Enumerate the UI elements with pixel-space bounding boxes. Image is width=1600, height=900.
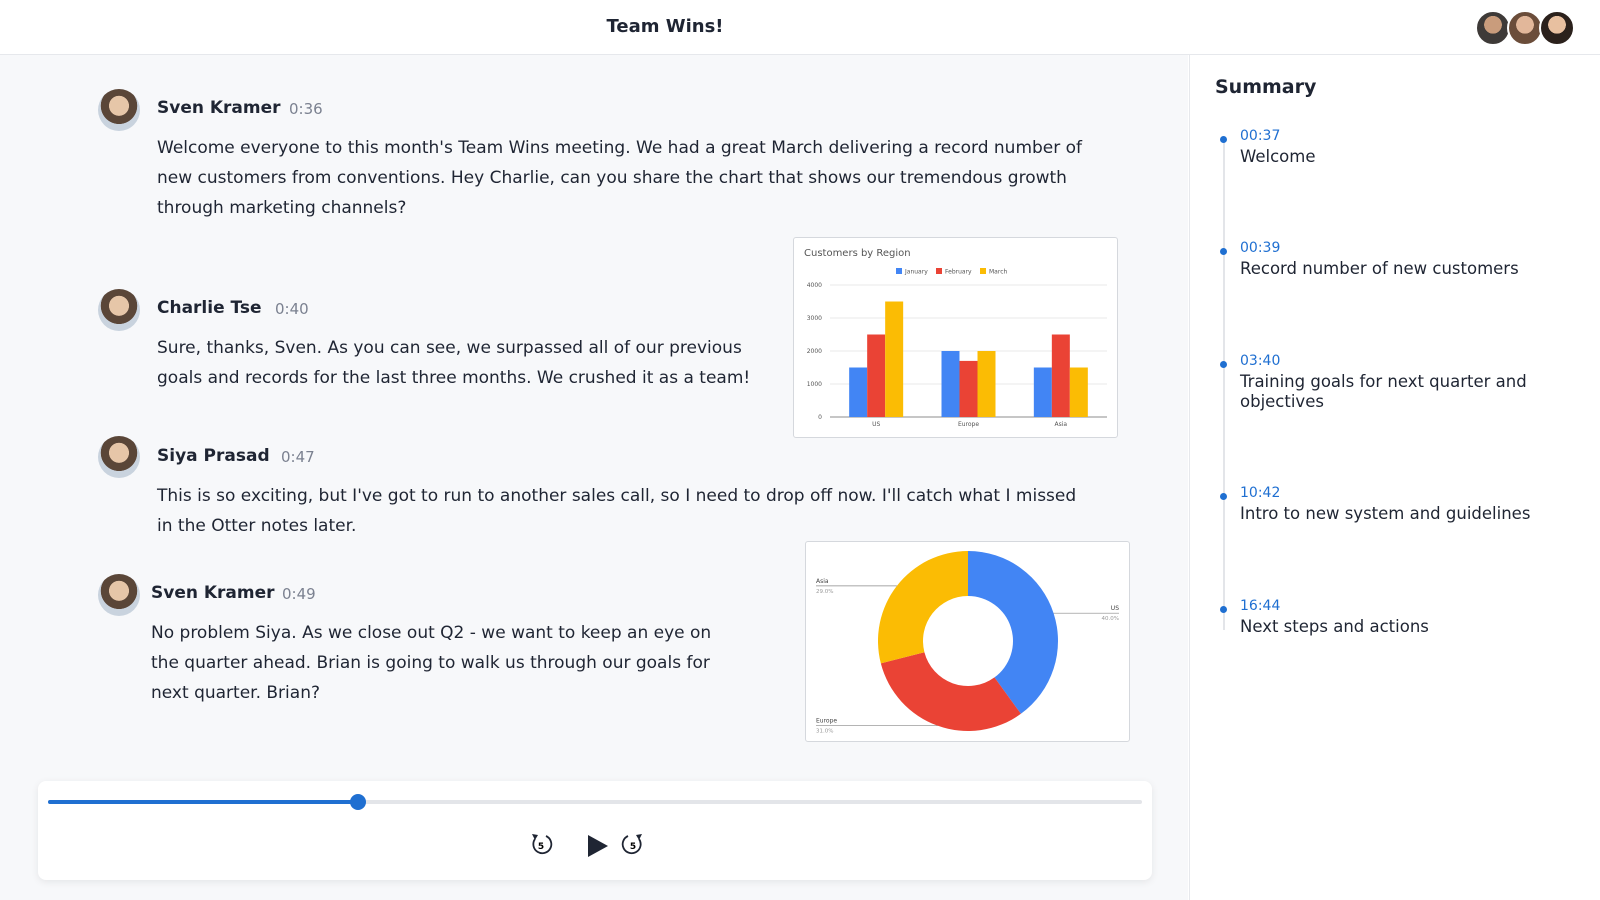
summary-label: Welcome	[1240, 147, 1316, 166]
timeline-dot	[1220, 136, 1227, 143]
y-tick-label: 1000	[807, 381, 822, 388]
header: Team Wins!	[0, 0, 1600, 55]
timeline-dot	[1220, 361, 1227, 368]
slice-value: 31.0%	[816, 729, 833, 735]
transcript-text: Welcome everyone to this month's Team Wi…	[157, 138, 1083, 218]
speaker-name[interactable]: Siya Prasad	[157, 446, 270, 466]
speaker-avatar	[98, 89, 140, 131]
legend-label: February	[945, 269, 972, 276]
summary-time[interactable]: 00:39	[1240, 240, 1281, 256]
speaker-name[interactable]: Sven Kramer	[157, 98, 281, 118]
donut-slice	[880, 652, 1021, 731]
summary-label: Intro to new system and guidelines	[1240, 504, 1531, 523]
slice-label: US	[1111, 605, 1119, 612]
legend-swatch	[896, 268, 902, 274]
skip-seconds: 5	[630, 842, 636, 852]
skip-forward-button[interactable]: 5	[621, 834, 642, 855]
donut-chart: US 40.0% Europe 31.0% Asia 29.0%	[805, 541, 1130, 742]
player-controls: 5 5	[48, 794, 1142, 857]
timestamp[interactable]: 0:36	[289, 100, 323, 118]
timeline-line	[1223, 140, 1225, 630]
chart-title: Customers by Region	[804, 248, 911, 259]
summary-time[interactable]: 03:40	[1240, 353, 1281, 369]
participant-avatar[interactable]	[1507, 10, 1543, 46]
summary-label: Next steps and actions	[1240, 617, 1429, 636]
speaker-name[interactable]: Sven Kramer	[151, 583, 275, 603]
x-tick-label: Asia	[1055, 421, 1068, 428]
summary-time[interactable]: 00:37	[1240, 128, 1281, 144]
donut-slice	[968, 551, 1058, 714]
legend-swatch	[936, 268, 942, 274]
bar	[849, 367, 868, 417]
timestamp[interactable]: 0:47	[281, 448, 315, 466]
skip-back-button[interactable]: 5	[532, 834, 553, 855]
y-tick-label: 3000	[807, 315, 822, 322]
bar	[1033, 367, 1052, 417]
timestamp[interactable]: 0:49	[282, 585, 316, 603]
transcript-panel	[0, 55, 1188, 900]
summary-label: Record number of new customers	[1240, 259, 1519, 278]
y-tick-label: 2000	[807, 348, 822, 355]
bar	[867, 334, 886, 417]
timeline-dot	[1220, 606, 1227, 613]
speaker-name[interactable]: Charlie Tse	[157, 298, 262, 318]
slice-label: Asia	[816, 578, 829, 585]
bar	[959, 360, 978, 417]
transcript-text: No problem Siya. As we close out Q2 - we…	[151, 623, 712, 703]
bar	[885, 301, 904, 417]
summary-panel	[1189, 55, 1600, 900]
participant-avatar[interactable]	[1475, 10, 1511, 46]
summary-label: Training goals for next quarter and obje…	[1240, 372, 1527, 411]
bar	[941, 351, 960, 417]
progress-thumb[interactable]	[350, 794, 366, 810]
timeline-dot	[1220, 248, 1227, 255]
audio-player: 5 5	[38, 781, 1152, 880]
timeline-dot	[1220, 493, 1227, 500]
donut-slice	[878, 551, 968, 664]
summary-title: Summary	[1215, 76, 1317, 98]
timestamp[interactable]: 0:40	[275, 300, 309, 318]
slice-value: 29.0%	[816, 589, 833, 595]
meeting-title: Team Wins!	[606, 16, 724, 37]
y-tick-label: 4000	[807, 282, 822, 289]
slice-value: 40.0%	[1102, 616, 1119, 622]
participant-avatar[interactable]	[1539, 10, 1575, 46]
legend-label: March	[989, 269, 1007, 276]
play-button[interactable]	[588, 835, 608, 857]
speaker-avatar	[98, 436, 140, 478]
speaker-avatar	[98, 574, 140, 616]
legend-label: January	[904, 269, 928, 276]
transcript-text: Sure, thanks, Sven. As you can see, we s…	[157, 338, 751, 388]
transcript-text: This is so exciting, but I've got to run…	[157, 486, 1077, 536]
bar	[977, 351, 996, 417]
y-tick-label: 0	[818, 414, 822, 421]
slice-label: Europe	[816, 718, 837, 725]
legend-swatch	[980, 268, 986, 274]
x-tick-label: Europe	[958, 421, 979, 428]
summary-time[interactable]: 16:44	[1240, 598, 1281, 614]
summary-time[interactable]: 10:42	[1240, 485, 1281, 501]
bar	[1051, 334, 1070, 417]
skip-seconds: 5	[538, 842, 544, 852]
speaker-avatar	[98, 289, 140, 331]
x-tick-label: US	[872, 421, 880, 428]
bar	[1069, 367, 1088, 417]
bar-chart: Customers by Region January February March 0…	[793, 237, 1118, 438]
